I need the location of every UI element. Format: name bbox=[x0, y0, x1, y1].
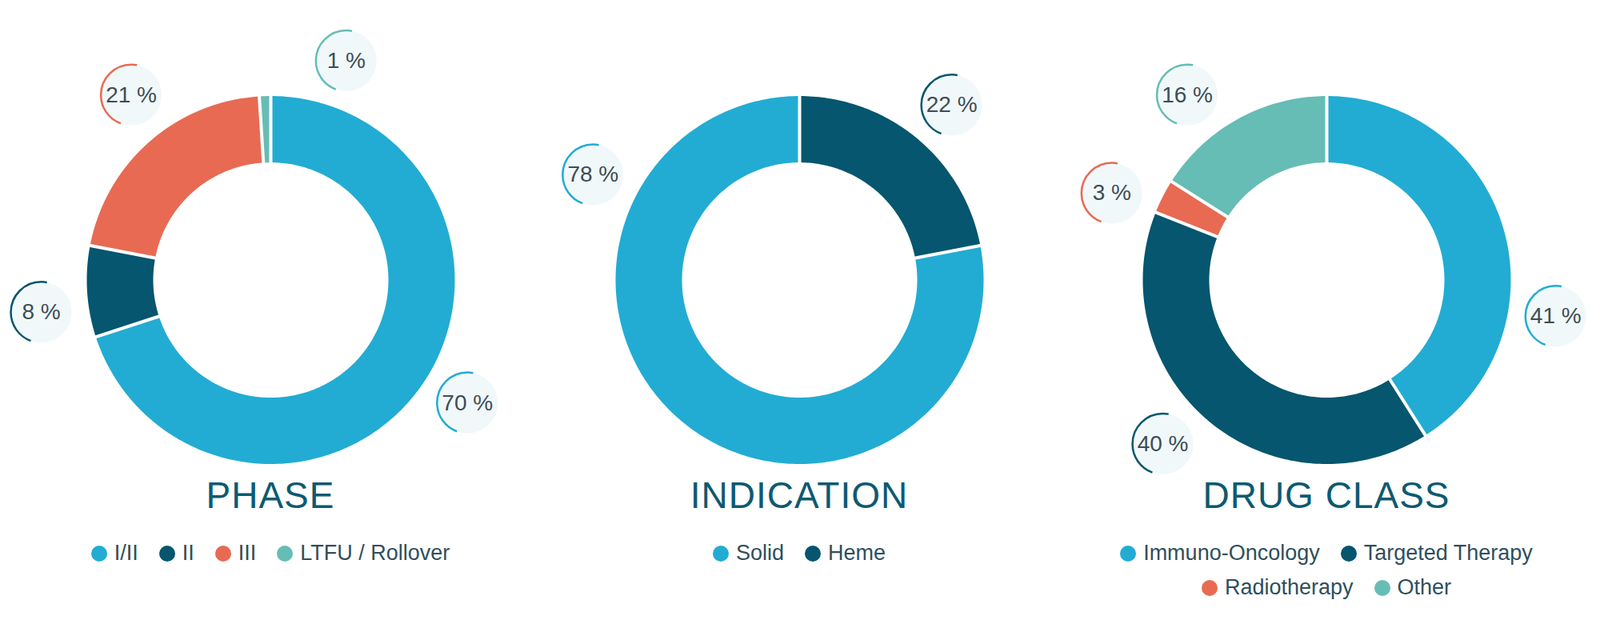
html-text:Radiotherapy: Radiotherapy bbox=[1224, 575, 1354, 600]
svg-text:3 %: 3 % bbox=[1092, 180, 1132, 205]
svg-text:41 %: 41 % bbox=[1530, 303, 1582, 328]
svg-text:16 %: 16 % bbox=[1161, 82, 1213, 108]
html-text:DRUG CLASS: DRUG CLASS bbox=[1202, 474, 1450, 516]
svg-text:78 %: 78 % bbox=[567, 161, 619, 187]
svg-text:40 %: 40 % bbox=[1137, 431, 1189, 456]
svg-text:8 %: 8 % bbox=[21, 299, 60, 324]
svg-text:70 %: 70 % bbox=[441, 390, 493, 416]
html-text:I/II: I/II bbox=[114, 540, 139, 565]
html-text:III: III bbox=[238, 540, 257, 565]
html-text:INDICATION: INDICATION bbox=[690, 474, 909, 516]
html-text:PHASE: PHASE bbox=[206, 474, 335, 516]
html-text:Immuno-Oncology: Immuno-Oncology bbox=[1143, 540, 1320, 565]
html-text:Other: Other bbox=[1397, 575, 1452, 600]
html-text:II: II bbox=[182, 540, 195, 565]
html-text:Targeted Therapy: Targeted Therapy bbox=[1363, 540, 1533, 565]
svg-text:21 %: 21 % bbox=[105, 82, 157, 108]
html-text:Heme: Heme bbox=[828, 540, 886, 565]
html-text:Solid: Solid bbox=[736, 540, 784, 565]
svg-text:1 %: 1 % bbox=[327, 48, 366, 73]
html-text:LTFU / Rollover: LTFU / Rollover bbox=[300, 540, 450, 565]
svg-text:22 %: 22 % bbox=[926, 92, 978, 117]
